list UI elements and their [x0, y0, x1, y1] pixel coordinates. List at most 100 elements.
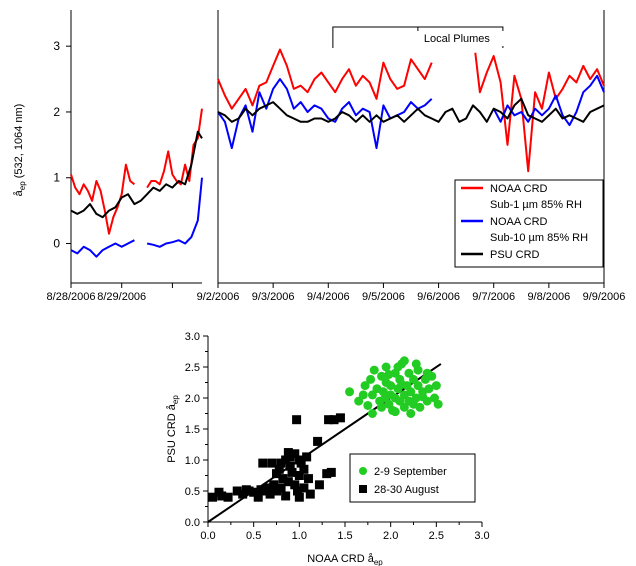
scatter-point-august [294, 492, 304, 502]
series-line-1 [146, 108, 203, 189]
scatter-y-tick-label: 0.5 [185, 486, 200, 498]
legend-label: NOAA CRD [490, 216, 548, 228]
scatter-legend-swatch [359, 485, 367, 493]
scatter-y-tick-label: 2.5 [185, 362, 200, 374]
scatter-point-august [292, 415, 302, 425]
scatter-point-september [404, 368, 414, 378]
scatter-legend-label: 2-9 September [374, 466, 447, 478]
legend-box [454, 179, 604, 268]
scatter-point-september [424, 384, 434, 394]
scatter-x-tick-label: 1.0 [292, 530, 307, 542]
timeseries-chart: 0 1 2 3 8/28/2006 8/29/2006 9/2/2006 9/3/2006 9/… [13, 10, 625, 303]
x-tick-label: 9/8/2006 [527, 291, 570, 303]
scatter-point-august [276, 483, 286, 493]
scatter-point-august [296, 458, 306, 468]
legend-label: NOAA CRD [490, 183, 548, 195]
x-tick-label: 9/3/2006 [252, 291, 295, 303]
scatter-point-august [281, 491, 291, 501]
scatter-y-tick-label: 2.0 [185, 393, 200, 405]
scatter-point-september [358, 390, 368, 400]
scatter-point-august [290, 449, 300, 459]
legend: NOAA CRD Sub-1 µm 85% RH NOAA CRD Sub-10 µm… [454, 179, 604, 268]
scatter-x-tick-label: 2.5 [429, 530, 444, 542]
scatter-y-tick-label: 1.0 [185, 455, 200, 467]
scatter-point-september [397, 379, 407, 389]
scatter-point-august [287, 467, 297, 477]
scatter-point-august [267, 458, 277, 468]
scatter-point-august [302, 452, 312, 462]
scatter-point-september [390, 407, 400, 417]
scatter-point-august [303, 474, 313, 484]
x-tick-label: 8/29/2006 [97, 291, 146, 303]
series-line-3 [217, 97, 605, 123]
scatter-point-september [380, 393, 390, 403]
scatter-point-august [274, 464, 284, 474]
scatter-point-september [377, 402, 387, 412]
scatter-point-september [367, 390, 377, 400]
scatter-point-august [313, 436, 323, 446]
series-line-2 [70, 239, 135, 258]
scatter-point-august [272, 486, 281, 496]
x-tick-label: 8/28/2006 [47, 291, 96, 303]
scatter-point-august [293, 486, 303, 496]
scatter-point-august [269, 480, 279, 490]
scatter-point-september [384, 369, 394, 379]
scatter-point-september [366, 374, 376, 384]
scatter-point-august [262, 483, 272, 493]
x-tick-label: 9/4/2006 [307, 291, 350, 303]
scatter-point-august [265, 489, 275, 499]
scatter-point-august [249, 487, 259, 497]
y-tick-label: 2 [53, 105, 60, 119]
scatter-point-september [377, 371, 387, 381]
legend-label: PSU CRD [490, 249, 540, 261]
scatter-point-august [281, 455, 291, 465]
scatter-point-august [326, 467, 336, 477]
scatter-x-tick-label: 2.0 [383, 530, 398, 542]
scatter-point-september [363, 400, 373, 410]
scatter-x-tick-label: 0.5 [246, 530, 261, 542]
scatter-point-august [217, 491, 227, 501]
scatter-point-august [285, 461, 295, 471]
scatter-point-august [283, 477, 293, 487]
scatter-legend-label: 28-30 August [374, 484, 439, 496]
scatter-point-august [283, 448, 293, 458]
scatter-point-september [415, 402, 425, 412]
scatter-point-august [256, 485, 266, 495]
y-tick-label: 0 [53, 237, 60, 251]
scatter-point-september [386, 381, 396, 391]
scatter-point-september [354, 396, 364, 406]
scatter-y-tick-label: 3.0 [185, 331, 200, 343]
scatter-legend-box [349, 453, 476, 503]
scatter-point-august [253, 492, 263, 502]
scatter-point-august [335, 413, 345, 423]
scatter-point-september [431, 381, 441, 391]
scatter-point-september [367, 409, 377, 418]
scatter-point-august [324, 415, 334, 425]
scatter-y-axis-label: PSU CRD åep [166, 395, 180, 463]
series-line-1 [217, 48, 433, 110]
scatter-point-september [422, 368, 432, 378]
scatter-legend-swatch [359, 467, 367, 475]
scatter-x-tick-label: 0.0 [200, 530, 215, 542]
x-tick-label: 9/7/2006 [472, 291, 515, 303]
x-tick-label: 9/9/2006 [583, 291, 626, 303]
scatter-y-tick-label: 1.5 [185, 424, 200, 436]
scatter-point-august [223, 492, 233, 502]
legend-label: Sub-1 µm 85% RH [490, 199, 582, 211]
scatter-point-september [345, 387, 355, 397]
x-tick-label: 9/6/2006 [417, 291, 460, 303]
scatter-point-september [381, 362, 391, 372]
scatter-point-august [278, 474, 288, 484]
scatter-point-august [322, 469, 332, 479]
scatter-point-september [411, 359, 421, 369]
scatter-x-axis-label: NOAA CRD åep [307, 553, 383, 566]
scatter-point-august [208, 492, 218, 502]
scatter-point-august [276, 458, 286, 468]
series-line-1 [70, 163, 136, 235]
scatter-point-august [290, 480, 300, 490]
scatter-point-september [406, 387, 416, 397]
scatter-point-august [299, 464, 309, 474]
scatter-point-august [299, 483, 309, 493]
scatter-point-august [305, 489, 315, 499]
annotation-background [415, 31, 512, 46]
